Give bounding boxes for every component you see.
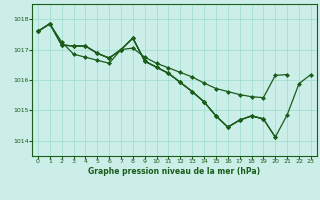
X-axis label: Graphe pression niveau de la mer (hPa): Graphe pression niveau de la mer (hPa) [88, 167, 260, 176]
